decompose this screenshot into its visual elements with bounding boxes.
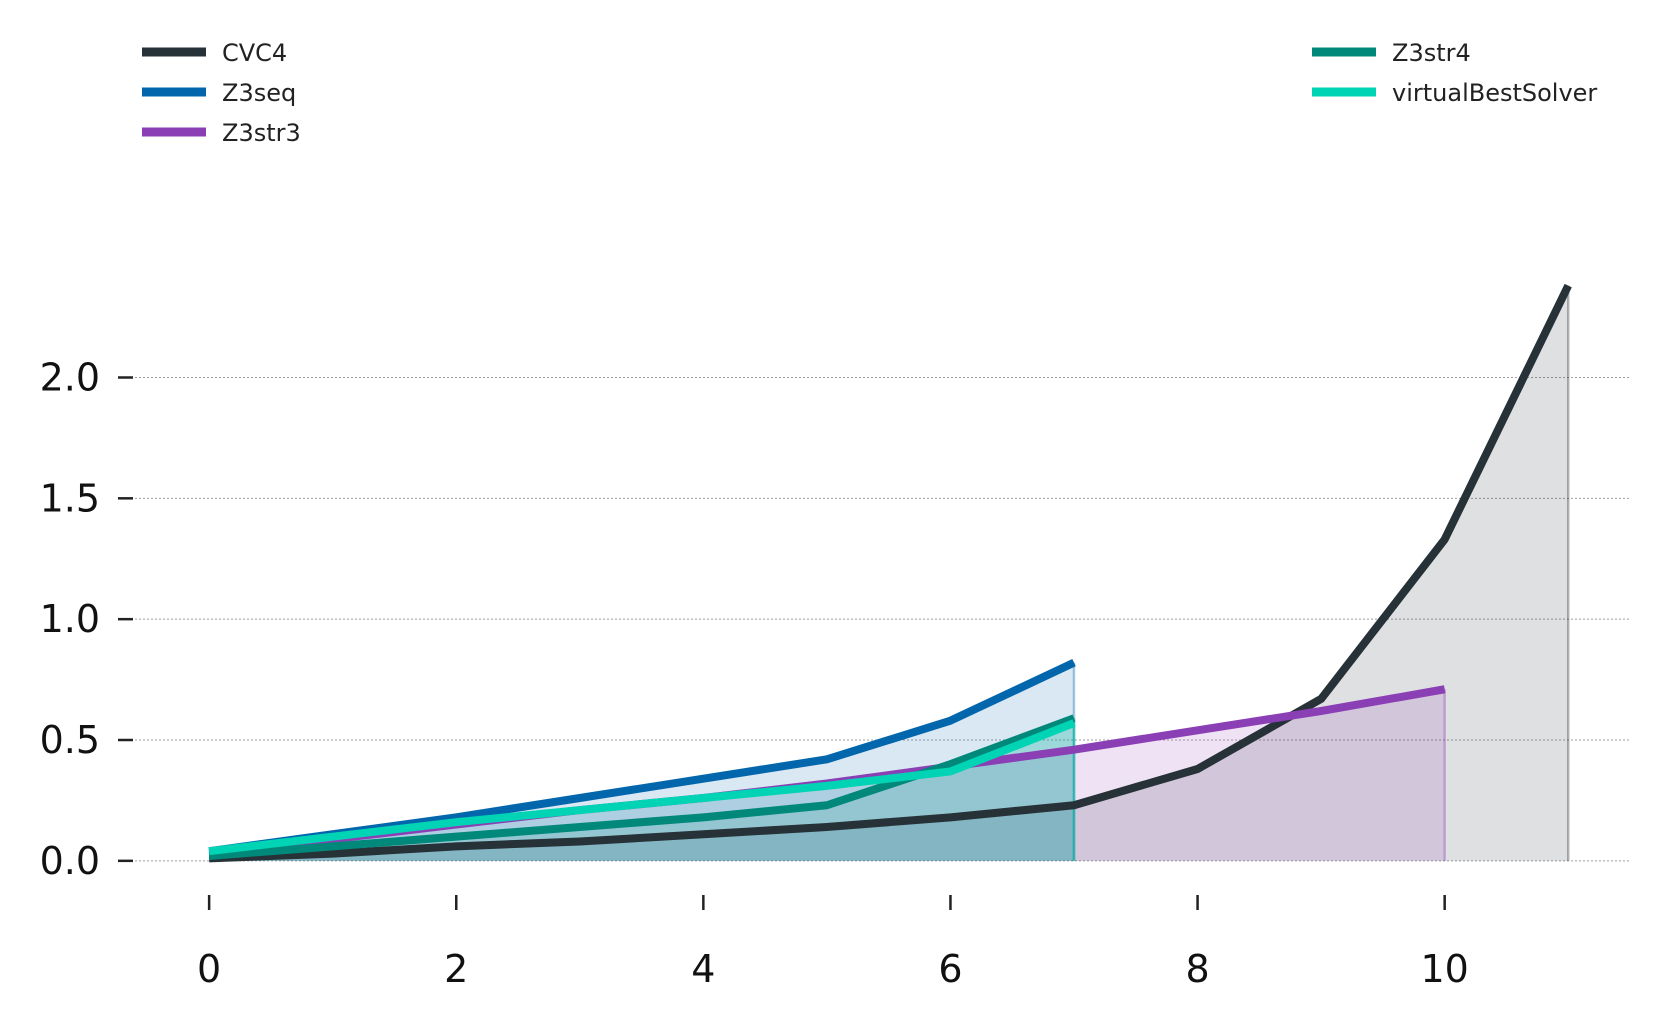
area-cvc4 bbox=[209, 285, 1569, 861]
line-layer bbox=[208, 283, 1572, 863]
series-line-cvc4 bbox=[208, 283, 1572, 863]
y-tick-label: 1.0 bbox=[40, 597, 100, 641]
legend-label-z3str3: Z3str3 bbox=[222, 119, 301, 147]
legend-label-virtualbestsolver: virtualBestSolver bbox=[1392, 79, 1597, 107]
y-tick-label: 1.5 bbox=[40, 476, 100, 520]
x-tick-label: 4 bbox=[691, 947, 715, 991]
y-tick-label: 0.5 bbox=[40, 718, 100, 762]
x-tick-label: 2 bbox=[444, 947, 468, 991]
y-tick-label: 2.0 bbox=[40, 356, 100, 400]
legend-label-cvc4: CVC4 bbox=[222, 39, 287, 67]
legend-label-z3seq: Z3seq bbox=[222, 79, 296, 107]
legend-label-z3str4: Z3str4 bbox=[1392, 39, 1471, 67]
x-tick-label: 8 bbox=[1185, 947, 1209, 991]
axis-layer: 0.0 0.5 1.0 1.5 2.0 0 2 4 6 8 10 bbox=[40, 356, 1469, 992]
legend-layer: CVC4 Z3seq Z3str3 Z3str4 virtualBestSolver bbox=[142, 39, 1597, 147]
x-tick-label: 10 bbox=[1420, 947, 1468, 991]
y-tick-label: 0.0 bbox=[40, 839, 100, 883]
x-tick-label: 6 bbox=[938, 947, 962, 991]
x-tick-label: 0 bbox=[197, 947, 221, 991]
area-z3seq bbox=[209, 662, 1075, 861]
series-line-virtualbestsolver bbox=[208, 719, 1076, 856]
